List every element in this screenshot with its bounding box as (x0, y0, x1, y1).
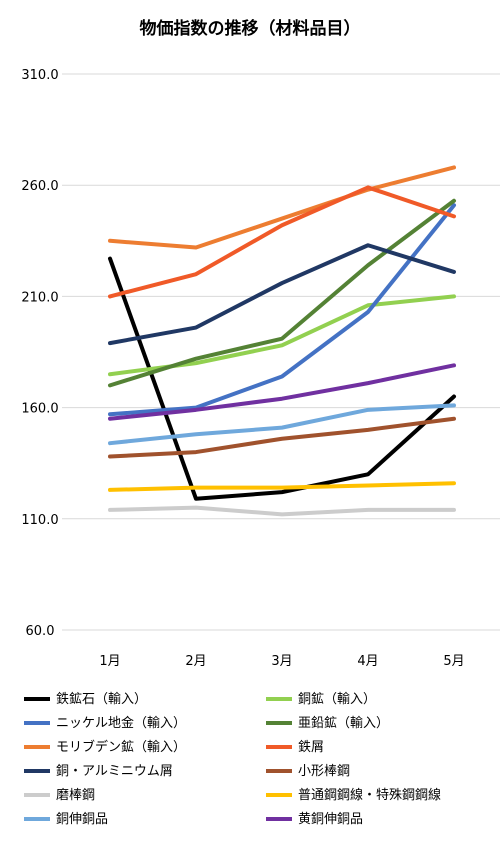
legend-swatch (24, 768, 50, 773)
legend-swatch (266, 744, 292, 749)
legend-item: 鉄屑 (266, 736, 324, 760)
legend-label: 鉄鉱石（輸入） (56, 692, 148, 707)
legend-item: 磨棒鋼 (24, 784, 95, 808)
legend-item: 鉄鉱石（輸入） (24, 688, 147, 712)
series-line-3 (108, 203, 456, 417)
legend-label: 銅鉱（輸入） (298, 692, 377, 707)
series-line-8 (108, 416, 456, 459)
x-tick-label: 1月 (99, 654, 120, 669)
legend-label: 銅・アルミニウム屑 (56, 764, 173, 779)
y-tick-label: 310.0 (21, 68, 58, 83)
legend-item: 銅鉱（輸入） (266, 688, 376, 712)
legend-label: モリブデン鉱（輸入） (56, 740, 187, 755)
legend-label: ニッケル地金（輸入） (56, 716, 187, 731)
legend-label: 小形棒鋼 (298, 764, 351, 779)
series-line-12 (108, 363, 456, 421)
legend-label: 鉄屑 (298, 740, 325, 755)
legend-item: モリブデン鉱（輸入） (24, 736, 186, 760)
legend-swatch (24, 744, 50, 749)
legend-swatch (24, 816, 50, 821)
series-line-5 (108, 165, 456, 250)
legend-swatch (266, 816, 292, 821)
legend-label: 普通鋼鋼線・特殊鋼鋼線 (298, 788, 442, 803)
legend-item: 亜鉛鉱（輸入） (266, 712, 389, 736)
legend-item: 小形棒鋼 (266, 760, 350, 784)
series-line-10 (108, 481, 456, 492)
legend-swatch (266, 792, 292, 797)
series-line-11 (108, 403, 456, 446)
series-line-9 (108, 505, 456, 517)
chart-title: 物価指数の推移（材料品目） (139, 19, 361, 39)
x-tick-label: 4月 (357, 654, 378, 669)
series-line-7 (108, 243, 456, 346)
legend-item: 銅・アルミニウム屑 (24, 760, 173, 784)
x-tick-label: 2月 (185, 654, 206, 669)
legend-label: 銅伸銅品 (56, 812, 109, 827)
legend-swatch (24, 720, 50, 725)
legend-item: 銅伸銅品 (24, 808, 108, 832)
legend-label: 磨棒鋼 (56, 788, 96, 803)
legend-label: 亜鉛鉱（輸入） (298, 716, 390, 731)
x-tick-label: 3月 (271, 654, 292, 669)
legend-item: ニッケル地金（輸入） (24, 712, 186, 736)
legend-swatch (266, 720, 292, 725)
y-tick-label: 160.0 (21, 402, 58, 417)
y-tick-label: 110.0 (21, 513, 58, 528)
legend-swatch (24, 696, 50, 701)
series-line-1 (108, 256, 456, 501)
legend-swatch (266, 696, 292, 701)
series-line-6 (108, 185, 456, 299)
legend-label: 黄銅伸銅品 (298, 812, 364, 827)
series-line-4 (108, 198, 456, 388)
legend-item: 黄銅伸銅品 (266, 808, 363, 832)
x-tick-label: 5月 (443, 654, 464, 669)
legend-swatch (266, 768, 292, 773)
y-tick-label: 210.0 (21, 290, 58, 305)
y-tick-label: 260.0 (21, 179, 58, 194)
legend-item: 普通鋼鋼線・特殊鋼鋼線 (266, 784, 441, 808)
y-tick-label: 60.0 (26, 624, 55, 639)
legend-swatch (24, 792, 50, 797)
